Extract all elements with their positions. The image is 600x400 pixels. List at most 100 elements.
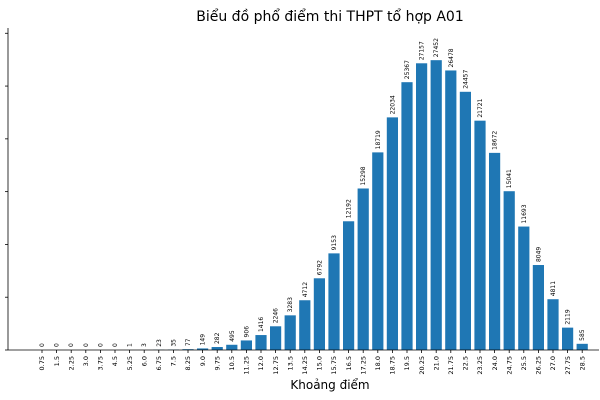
bar-27.0: [547, 299, 559, 350]
x-tick-label-10.5: 10.5: [228, 356, 236, 370]
x-tick-label-12.75: 12.75: [272, 356, 280, 375]
x-tick-label-21.75: 21.75: [447, 356, 455, 375]
x-ticks-group: 0.75 1.5 2.25 3.0 3.75 4.5 5.25 6.0 6.75 7.5 8.25 9…: [38, 350, 586, 375]
data-label-11.25: 906: [243, 326, 250, 338]
data-label-25.5: 11693: [521, 204, 528, 223]
x-tick-label-24.0: 24.0: [491, 356, 499, 370]
bar-12.75: [270, 326, 282, 350]
bar-20.25: [416, 63, 428, 350]
data-label-18.0: 18719: [375, 130, 382, 149]
data-label-7.5: 35: [170, 339, 177, 347]
data-label-3.0: 0: [83, 343, 90, 347]
x-tick-label-26.25: 26.25: [535, 356, 543, 375]
x-tick-label-16.5: 16.5: [345, 356, 353, 370]
x-tick-label-0.75: 0.75: [38, 356, 46, 370]
data-label-4.5: 0: [112, 343, 119, 347]
x-tick-label-2.25: 2.25: [67, 356, 75, 370]
bar-21.75: [445, 70, 457, 351]
bar-23.25: [474, 120, 486, 351]
x-tick-label-25.5: 25.5: [520, 356, 528, 370]
data-label-9.75: 282: [214, 332, 221, 344]
data-label-24.75: 15041: [506, 169, 513, 188]
x-tick-label-18.75: 18.75: [389, 356, 397, 375]
x-tick-label-1.5: 1.5: [53, 356, 61, 366]
data-label-6.0: 3: [141, 343, 148, 347]
data-label-2.25: 0: [68, 343, 75, 347]
bar-22.5: [459, 91, 471, 351]
data-label-27.75: 2119: [565, 309, 572, 324]
x-tick-label-14.25: 14.25: [301, 356, 309, 375]
x-tick-label-5.25: 5.25: [126, 356, 134, 370]
bar-28.5: [576, 343, 588, 350]
data-label-22.5: 24457: [462, 70, 469, 89]
bar-26.25: [532, 265, 544, 350]
data-label-13.5: 3283: [287, 297, 294, 312]
data-label-18.75: 22034: [389, 95, 396, 114]
data-label-24.0: 18672: [492, 131, 499, 150]
data-label-16.5: 12192: [346, 199, 353, 218]
x-tick-label-20.25: 20.25: [418, 356, 426, 375]
x-tick-label-21.0: 21.0: [432, 356, 440, 370]
data-label-21.0: 27452: [433, 38, 440, 57]
x-tick-label-6.0: 6.0: [140, 356, 148, 366]
bar-16.5: [343, 221, 355, 350]
data-label-3.75: 0: [97, 343, 104, 347]
bar-10.5: [226, 344, 238, 350]
data-label-5.25: 1: [127, 343, 134, 347]
bar-21.0: [430, 60, 442, 351]
x-tick-label-17.25: 17.25: [359, 356, 367, 375]
bar-18.0: [372, 152, 384, 350]
x-tick-label-18.0: 18.0: [374, 356, 382, 370]
bar-24.0: [489, 152, 501, 350]
chart-title: Biểu đồ phổ điểm thi THPT tổ hợp A01: [196, 8, 463, 25]
data-label-15.75: 9153: [331, 235, 338, 250]
x-tick-label-9.75: 9.75: [213, 356, 221, 370]
x-tick-label-24.75: 24.75: [505, 356, 513, 375]
data-labels-group: 0 0 0 0 0 0 1 3 23 35 77 149 282 495 906 1416 2246 3283 47…: [39, 38, 586, 347]
bar-19.5: [401, 82, 413, 350]
x-tick-label-12.0: 12.0: [257, 356, 265, 370]
bar-11.25: [240, 340, 252, 350]
bar-17.25: [357, 188, 369, 350]
data-label-28.5: 585: [579, 329, 586, 341]
bar-27.75: [562, 327, 574, 350]
data-label-26.25: 8049: [535, 247, 542, 262]
x-tick-label-13.5: 13.5: [286, 356, 294, 370]
x-tick-label-3.0: 3.0: [82, 356, 90, 366]
x-tick-label-9.0: 9.0: [199, 356, 207, 366]
data-label-19.5: 25367: [404, 60, 411, 79]
data-label-0.75: 0: [39, 343, 46, 347]
bar-9.0: [197, 348, 209, 350]
bar-9.75: [211, 347, 223, 350]
bar-15.75: [328, 253, 340, 350]
x-tick-label-27.75: 27.75: [564, 356, 572, 375]
data-label-10.5: 495: [229, 330, 236, 342]
bar-15.0: [313, 278, 325, 350]
data-label-15.0: 6792: [316, 260, 323, 275]
x-tick-label-15.0: 15.0: [316, 356, 324, 370]
data-label-17.25: 15298: [360, 166, 367, 185]
x-tick-label-28.5: 28.5: [578, 356, 586, 370]
bar-12.0: [255, 335, 267, 350]
x-tick-label-6.75: 6.75: [155, 356, 163, 370]
x-tick-label-27.0: 27.0: [549, 356, 557, 370]
data-label-20.25: 27157: [419, 41, 426, 60]
bar-8.25: [182, 349, 194, 350]
x-axis-label: Khoảng điểm: [290, 378, 369, 392]
bars-group: [124, 60, 588, 351]
x-tick-label-8.25: 8.25: [184, 356, 192, 370]
bar-13.5: [284, 315, 296, 350]
bar-14.25: [299, 300, 311, 350]
x-tick-label-19.5: 19.5: [403, 356, 411, 370]
x-tick-label-15.75: 15.75: [330, 356, 338, 375]
data-label-8.25: 77: [185, 338, 192, 346]
x-tick-label-3.75: 3.75: [97, 356, 105, 370]
data-label-14.25: 4712: [302, 282, 309, 297]
data-label-23.25: 21721: [477, 98, 484, 117]
y-ticks-group: [5, 32, 8, 351]
bar-25.5: [518, 226, 530, 350]
bar-24.75: [503, 191, 515, 350]
data-label-12.0: 1416: [258, 317, 265, 332]
data-label-27.0: 4811: [550, 281, 557, 296]
